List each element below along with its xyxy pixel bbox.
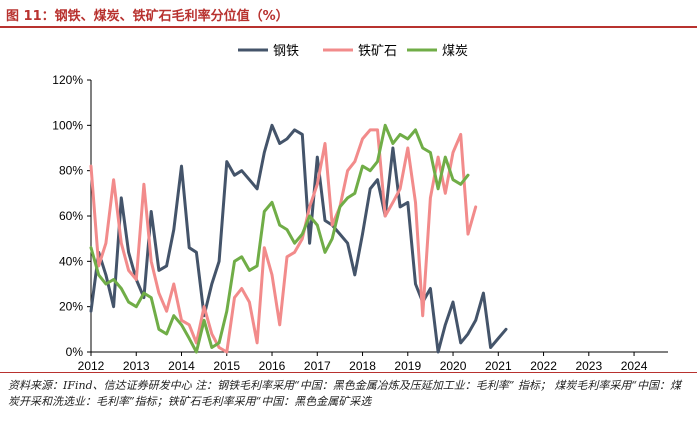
x-tick-label: 2014 — [168, 359, 195, 370]
x-tick-label: 2019 — [394, 359, 421, 370]
y-tick-label: 20% — [59, 300, 83, 314]
x-tick-label: 2020 — [440, 359, 467, 370]
x-tick-label: 2023 — [575, 359, 602, 370]
title-bar: 图 11：钢铁、煤炭、铁矿石毛利率分位值（%） — [0, 0, 697, 28]
series-line-2 — [89, 123, 470, 354]
x-tick-label: 2022 — [530, 359, 557, 370]
x-tick-label: 2012 — [78, 359, 105, 370]
y-tick-label: 40% — [59, 254, 83, 268]
y-tick-label: 0% — [66, 345, 84, 359]
figure-title: 图 11：钢铁、煤炭、铁矿石毛利率分位值（%） — [6, 9, 289, 24]
x-tick-label: 2013 — [123, 359, 150, 370]
legend-label: 煤炭 — [442, 43, 468, 58]
x-tick-label: 2021 — [485, 359, 512, 370]
y-axis: 0% 20% 40% 60% 80% 100% 120% — [52, 73, 92, 359]
line-chart: 钢铁 铁矿石 煤炭 0%20%40%60%80%100%120% 2012 2013 2… — [52, 43, 668, 370]
source-divider — [0, 372, 697, 373]
legend-label: 铁矿石 — [358, 43, 397, 58]
y-tick-label: 60% — [59, 209, 83, 223]
y-tick-label: 120% — [52, 73, 83, 87]
y-tick-label: 100% — [52, 118, 83, 132]
series-line-1 — [89, 128, 478, 354]
x-tick-label: 2017 — [304, 359, 331, 370]
x-tick-label: 2016 — [259, 359, 286, 370]
x-tick-label: 2018 — [349, 359, 376, 370]
chart-series — [89, 123, 508, 354]
legend-label: 钢铁 — [273, 43, 299, 58]
x-tick-label: 2015 — [213, 359, 240, 370]
chart-legend: 钢铁 铁矿石 煤炭 — [238, 43, 468, 58]
x-tick-label: 2024 — [621, 359, 648, 370]
source-note: 资料来源：IFind、信达证券研发中心 注：钢铁毛利率采用“中国：黑色金属冶炼及… — [8, 379, 681, 408]
x-axis: 2012 2013 2014 2015 2016 2017 2018 2019 2020 2021… — [78, 351, 668, 370]
y-tick-label: 80% — [59, 164, 83, 178]
series-line-0 — [89, 123, 508, 354]
